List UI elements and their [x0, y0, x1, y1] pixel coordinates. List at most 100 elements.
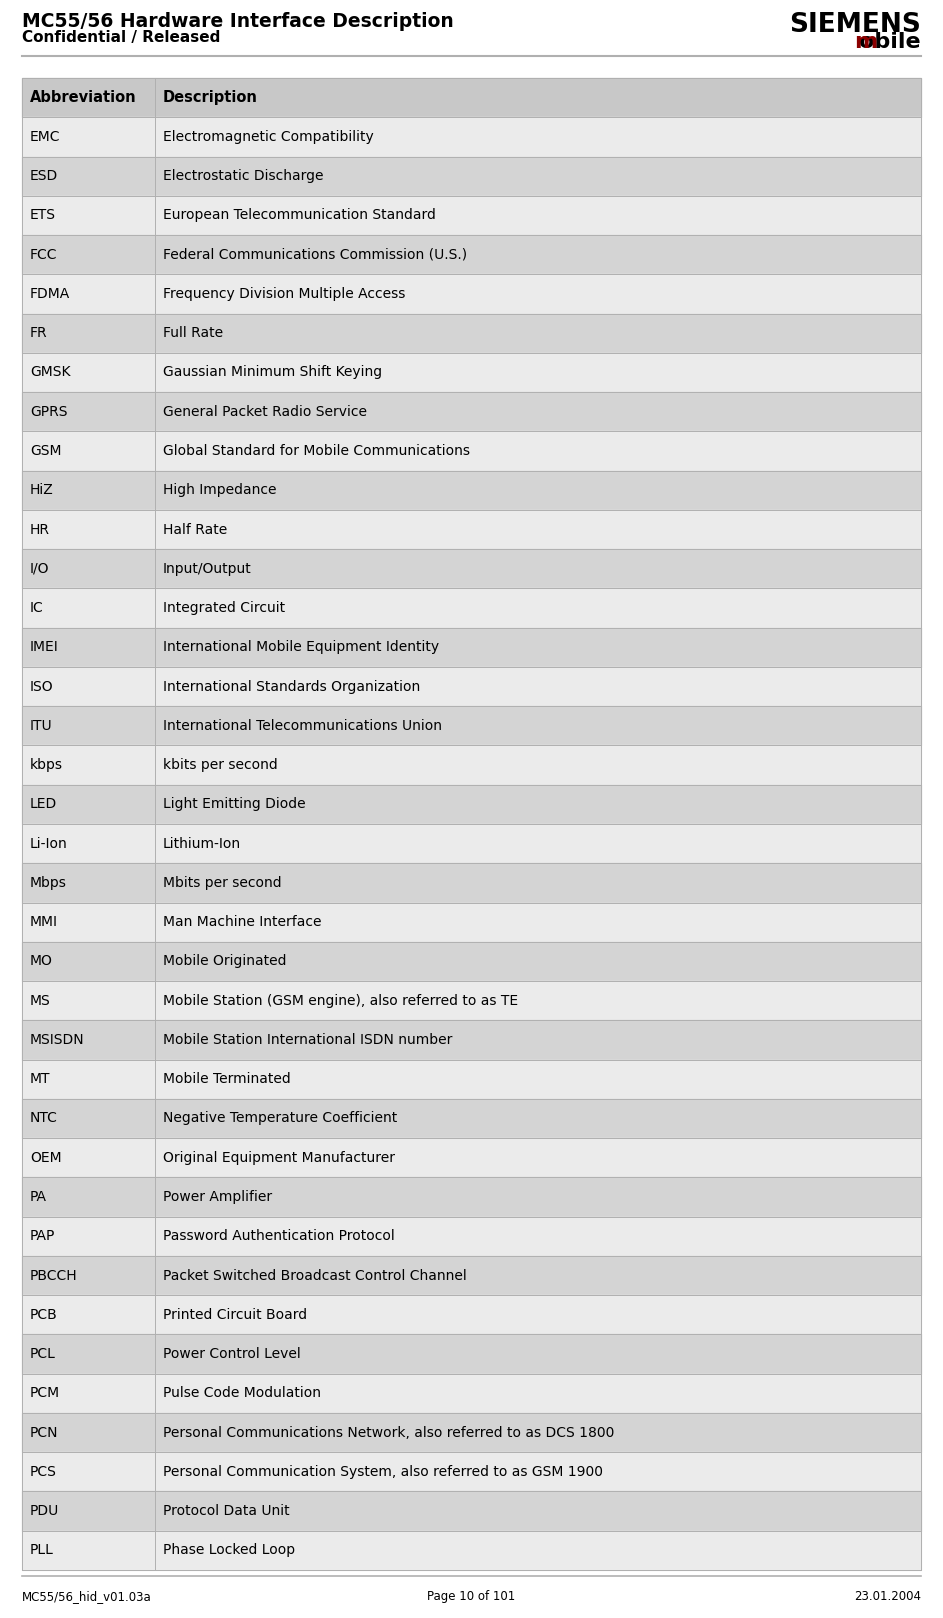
- Text: Page 10 of 101: Page 10 of 101: [427, 1590, 516, 1603]
- Bar: [22, 116, 921, 157]
- Text: International Mobile Equipment Identity: International Mobile Equipment Identity: [163, 641, 439, 654]
- Text: Lithium-Ion: Lithium-Ion: [163, 837, 241, 851]
- Bar: [22, 78, 921, 116]
- Text: Li-Ion: Li-Ion: [30, 837, 68, 851]
- Text: GMSK: GMSK: [30, 366, 71, 380]
- Text: ISO: ISO: [30, 680, 54, 694]
- Bar: [22, 824, 921, 864]
- Text: Frequency Division Multiple Access: Frequency Division Multiple Access: [163, 286, 405, 301]
- Text: GPRS: GPRS: [30, 404, 68, 419]
- Text: LED: LED: [30, 798, 58, 811]
- Bar: [22, 785, 921, 824]
- Text: Man Machine Interface: Man Machine Interface: [163, 916, 322, 929]
- Bar: [22, 1137, 921, 1178]
- Bar: [22, 510, 921, 549]
- Text: PLL: PLL: [30, 1544, 54, 1558]
- Text: Global Standard for Mobile Communications: Global Standard for Mobile Communication…: [163, 443, 470, 458]
- Text: ETS: ETS: [30, 209, 56, 222]
- Text: PA: PA: [30, 1189, 47, 1204]
- Text: Full Rate: Full Rate: [163, 327, 223, 340]
- Text: MC55/56_hid_v01.03a: MC55/56_hid_v01.03a: [22, 1590, 152, 1603]
- Bar: [22, 628, 921, 667]
- Text: Mbits per second: Mbits per second: [163, 875, 282, 890]
- Text: Protocol Data Unit: Protocol Data Unit: [163, 1505, 290, 1518]
- Bar: [22, 1453, 921, 1492]
- Text: Integrated Circuit: Integrated Circuit: [163, 600, 285, 615]
- Text: High Impedance: High Impedance: [163, 484, 276, 497]
- Text: General Packet Radio Service: General Packet Radio Service: [163, 404, 367, 419]
- Bar: [22, 1256, 921, 1294]
- Text: Original Equipment Manufacturer: Original Equipment Manufacturer: [163, 1150, 395, 1165]
- Bar: [22, 196, 921, 235]
- Text: PCS: PCS: [30, 1464, 57, 1479]
- Bar: [22, 1099, 921, 1137]
- Text: 23.01.2004: 23.01.2004: [854, 1590, 921, 1603]
- Text: Gaussian Minimum Shift Keying: Gaussian Minimum Shift Keying: [163, 366, 382, 380]
- Text: MC55/56 Hardware Interface Description: MC55/56 Hardware Interface Description: [22, 11, 454, 31]
- Bar: [22, 667, 921, 705]
- Text: MS: MS: [30, 993, 51, 1008]
- Text: IC: IC: [30, 600, 43, 615]
- Text: ESD: ESD: [30, 170, 58, 183]
- Text: Electrostatic Discharge: Electrostatic Discharge: [163, 170, 323, 183]
- Text: International Telecommunications Union: International Telecommunications Union: [163, 718, 442, 733]
- Text: PCL: PCL: [30, 1348, 56, 1361]
- Text: kbits per second: kbits per second: [163, 759, 278, 772]
- Text: kbps: kbps: [30, 759, 63, 772]
- Text: Confidential / Released: Confidential / Released: [22, 31, 221, 45]
- Text: FR: FR: [30, 327, 48, 340]
- Text: European Telecommunication Standard: European Telecommunication Standard: [163, 209, 436, 222]
- Text: Mobile Station (GSM engine), also referred to as TE: Mobile Station (GSM engine), also referr…: [163, 993, 518, 1008]
- Bar: [22, 353, 921, 392]
- Text: MMI: MMI: [30, 916, 58, 929]
- Bar: [22, 1531, 921, 1569]
- Text: PBCCH: PBCCH: [30, 1269, 77, 1283]
- Bar: [22, 392, 921, 432]
- Text: Half Rate: Half Rate: [163, 523, 227, 537]
- Text: EMC: EMC: [30, 129, 60, 144]
- Text: MSISDN: MSISDN: [30, 1032, 85, 1047]
- Bar: [22, 275, 921, 314]
- Bar: [22, 903, 921, 942]
- Bar: [22, 981, 921, 1021]
- Text: HR: HR: [30, 523, 50, 537]
- Bar: [22, 942, 921, 981]
- Text: Personal Communications Network, also referred to as DCS 1800: Personal Communications Network, also re…: [163, 1425, 615, 1440]
- Text: Mbps: Mbps: [30, 875, 67, 890]
- Text: NTC: NTC: [30, 1112, 58, 1126]
- Bar: [22, 1492, 921, 1531]
- Text: Personal Communication System, also referred to as GSM 1900: Personal Communication System, also refe…: [163, 1464, 604, 1479]
- Text: Password Authentication Protocol: Password Authentication Protocol: [163, 1230, 395, 1243]
- Bar: [22, 1335, 921, 1374]
- Bar: [22, 432, 921, 471]
- Text: PCB: PCB: [30, 1307, 58, 1322]
- Text: Description: Description: [163, 91, 258, 105]
- Text: Negative Temperature Coefficient: Negative Temperature Coefficient: [163, 1112, 397, 1126]
- Bar: [22, 1217, 921, 1256]
- Text: Abbreviation: Abbreviation: [30, 91, 137, 105]
- Text: Input/Output: Input/Output: [163, 561, 252, 576]
- Text: obile: obile: [859, 32, 921, 52]
- Text: Mobile Originated: Mobile Originated: [163, 955, 287, 969]
- Text: PAP: PAP: [30, 1230, 56, 1243]
- Bar: [22, 549, 921, 589]
- Text: PCM: PCM: [30, 1387, 60, 1400]
- Text: Mobile Station International ISDN number: Mobile Station International ISDN number: [163, 1032, 453, 1047]
- Bar: [22, 471, 921, 510]
- Text: Power Control Level: Power Control Level: [163, 1348, 301, 1361]
- Text: OEM: OEM: [30, 1150, 61, 1165]
- Text: Light Emitting Diode: Light Emitting Diode: [163, 798, 306, 811]
- Bar: [22, 864, 921, 903]
- Text: Electromagnetic Compatibility: Electromagnetic Compatibility: [163, 129, 373, 144]
- Bar: [22, 314, 921, 353]
- Bar: [22, 235, 921, 275]
- Bar: [22, 157, 921, 196]
- Text: FCC: FCC: [30, 248, 58, 262]
- Text: ITU: ITU: [30, 718, 53, 733]
- Text: Phase Locked Loop: Phase Locked Loop: [163, 1544, 295, 1558]
- Text: Power Amplifier: Power Amplifier: [163, 1189, 273, 1204]
- Text: FDMA: FDMA: [30, 286, 70, 301]
- Text: IMEI: IMEI: [30, 641, 58, 654]
- Text: Printed Circuit Board: Printed Circuit Board: [163, 1307, 307, 1322]
- Bar: [22, 1060, 921, 1099]
